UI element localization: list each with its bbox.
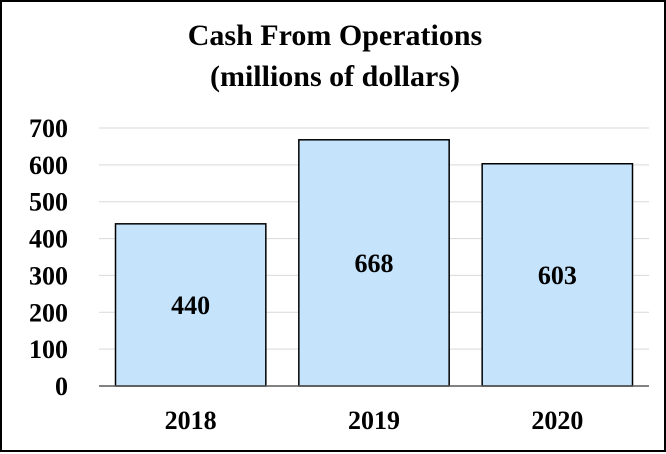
bar-2019 <box>298 139 450 387</box>
x-tick-label: 2020 <box>531 406 583 435</box>
bars: 440 668 603 <box>114 139 634 387</box>
y-tick-label: 300 <box>29 261 68 290</box>
y-tick-label: 0 <box>55 372 68 401</box>
y-tick-label: 500 <box>29 188 68 217</box>
data-label-2020: 603 <box>538 261 577 290</box>
y-tick-label: 200 <box>29 298 68 327</box>
y-tick-label: 600 <box>29 151 68 180</box>
x-axis: 2018 2019 2020 <box>99 385 649 435</box>
y-tick-label: 100 <box>29 335 68 364</box>
y-axis: 0 100 200 300 400 500 600 700 <box>29 114 68 401</box>
x-tick-label: 2018 <box>165 406 217 435</box>
y-tick-label: 700 <box>29 114 68 143</box>
bar-2020 <box>481 163 634 387</box>
chart-title-line-1: Cash From Operations <box>188 19 482 52</box>
data-label-2019: 668 <box>355 249 394 278</box>
chart-title-line-2: (millions of dollars) <box>210 60 460 93</box>
y-tick-label: 400 <box>29 225 68 254</box>
x-tick-label: 2019 <box>348 406 400 435</box>
data-label-2018: 440 <box>171 291 210 320</box>
